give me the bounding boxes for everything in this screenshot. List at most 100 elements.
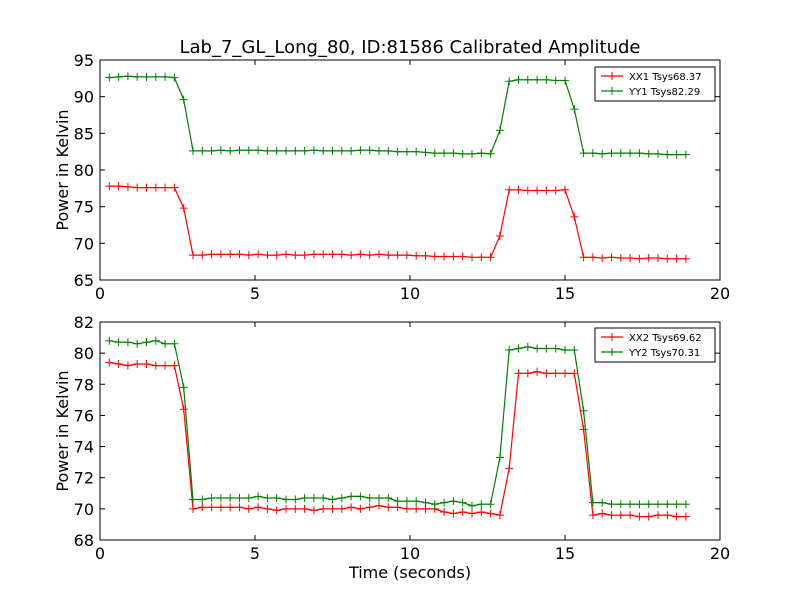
- data-point: [626, 254, 635, 262]
- data-point: [151, 361, 160, 370]
- data-point: [328, 250, 337, 259]
- data-point: [412, 497, 421, 506]
- data-point: [551, 76, 560, 85]
- data-point: [114, 338, 123, 347]
- data-point: [644, 254, 653, 262]
- data-point: [365, 251, 374, 260]
- data-point: [654, 254, 662, 262]
- data-point: [375, 501, 383, 510]
- data-point: [579, 253, 588, 262]
- x-tick-label: 20: [710, 544, 730, 563]
- data-point: [681, 150, 690, 159]
- data-point: [347, 492, 356, 501]
- data-point: [421, 148, 430, 157]
- data-point: [337, 504, 346, 513]
- data-point: [337, 250, 346, 259]
- data-point: [607, 253, 616, 262]
- data-point: [644, 500, 653, 509]
- data-point: [179, 95, 188, 104]
- data-point: [142, 360, 151, 368]
- data-point: [440, 498, 449, 507]
- data-point: [319, 250, 328, 259]
- data-point: [616, 500, 625, 509]
- data-point: [244, 504, 253, 513]
- data-point: [458, 149, 467, 158]
- data-point: [458, 498, 467, 507]
- data-point: [468, 253, 476, 262]
- y-tick-label: 65: [74, 271, 94, 290]
- data-point: [626, 500, 635, 509]
- data-point: [309, 506, 318, 515]
- data-point: [179, 383, 188, 392]
- x-tick-label: 10: [400, 284, 420, 303]
- data-point: [598, 509, 607, 518]
- data-point: [161, 361, 170, 370]
- data-point: [226, 146, 235, 155]
- y-tick-label: 90: [74, 88, 94, 107]
- data-point: [514, 185, 523, 194]
- data-point: [588, 511, 597, 520]
- data-point: [375, 494, 383, 502]
- data-point: [375, 146, 383, 155]
- legend: [594, 327, 716, 363]
- data-point: [133, 72, 142, 81]
- data-point: [663, 150, 672, 159]
- data-point: [133, 339, 142, 348]
- data-point: [356, 492, 365, 501]
- data-point: [495, 232, 504, 240]
- data-point: [216, 494, 225, 502]
- data-point: [635, 512, 644, 521]
- data-point: [440, 508, 449, 516]
- data-point: [189, 146, 197, 155]
- data-point: [142, 183, 151, 192]
- data-point: [254, 492, 263, 501]
- data-point: [244, 251, 253, 260]
- x-tick-label: 5: [250, 544, 260, 563]
- data-point: [291, 251, 300, 260]
- data-point: [123, 361, 132, 370]
- data-point: [114, 182, 123, 191]
- data-point: [402, 504, 411, 513]
- data-point: [598, 149, 607, 158]
- data-point: [384, 494, 393, 502]
- data-point: [133, 183, 142, 192]
- data-point: [356, 504, 365, 513]
- data-point: [440, 252, 449, 261]
- data-point: [514, 344, 523, 353]
- data-point: [449, 497, 458, 506]
- data-point: [133, 360, 142, 368]
- data-point: [616, 254, 625, 262]
- data-point: [189, 504, 197, 513]
- data-point: [105, 182, 114, 191]
- data-point: [542, 344, 551, 353]
- data-point: [272, 506, 281, 515]
- y-tick-label: 70: [74, 234, 94, 253]
- data-point: [319, 146, 328, 155]
- y-axis-label: Power in Kelvin: [53, 109, 72, 230]
- data-point: [235, 503, 244, 512]
- y-tick-label: 75: [74, 198, 94, 217]
- data-point: [505, 464, 514, 473]
- data-point: [458, 508, 467, 516]
- y-tick-label: 82: [74, 313, 94, 332]
- data-point: [151, 336, 160, 345]
- data-point: [207, 494, 216, 502]
- data-point: [523, 186, 532, 195]
- data-point: [551, 186, 560, 195]
- data-point: [384, 251, 393, 260]
- data-point: [216, 146, 225, 155]
- data-point: [254, 503, 263, 512]
- data-point: [430, 149, 439, 158]
- data-point: [375, 250, 383, 259]
- data-point: [105, 358, 114, 367]
- data-point: [402, 251, 411, 260]
- data-point: [319, 504, 328, 513]
- data-point: [384, 146, 393, 155]
- legend-marker: [608, 87, 616, 95]
- data-point: [161, 72, 170, 81]
- data-point: [226, 250, 235, 259]
- x-tick-label: 10: [400, 544, 420, 563]
- data-point: [309, 146, 318, 155]
- data-point: [486, 253, 495, 262]
- data-point: [207, 503, 216, 512]
